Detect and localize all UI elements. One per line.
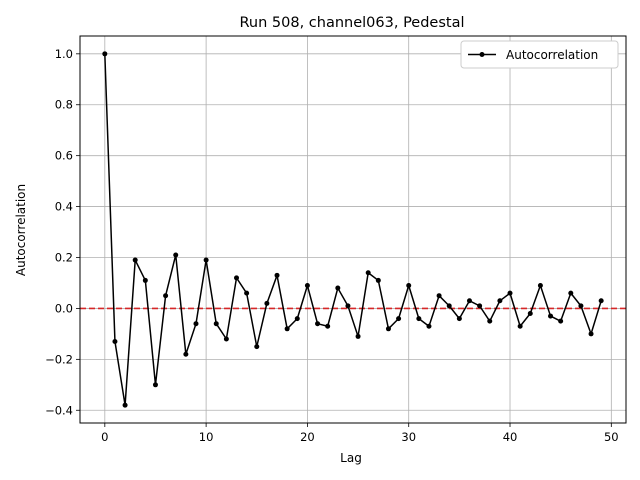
data-point (284, 326, 290, 332)
x-tick-label: 40 (503, 430, 518, 444)
legend-entry-autocorrelation: Autocorrelation (506, 48, 598, 62)
data-point (315, 321, 321, 327)
series-line (104, 53, 602, 406)
data-point (132, 257, 138, 263)
series-autocorrelation (102, 51, 604, 408)
data-point (234, 275, 240, 281)
data-point (152, 382, 158, 388)
x-tick-label: 50 (604, 430, 619, 444)
data-point (223, 336, 229, 342)
y-tick-label: −0.2 (45, 352, 73, 366)
data-point (527, 311, 533, 317)
legend: Autocorrelation (460, 40, 619, 69)
data-point (436, 293, 442, 299)
data-point (355, 333, 361, 339)
legend-box (460, 40, 619, 69)
data-point (466, 298, 472, 304)
data-point (578, 303, 584, 309)
y-tick-label: 1.0 (55, 47, 73, 61)
data-point (365, 270, 371, 276)
y-tick-label: 0.8 (55, 98, 73, 112)
y-tick-label: −0.4 (45, 403, 73, 417)
data-point (558, 318, 564, 324)
legend-marker-swatch (479, 52, 485, 57)
data-point (406, 283, 412, 289)
y-axis-ticks: −0.4 −0.2 0.0 0.2 0.4 0.6 0.8 1.0 (45, 47, 80, 417)
data-point (244, 290, 250, 296)
data-point (264, 300, 270, 306)
data-point (254, 344, 260, 350)
data-point (456, 316, 462, 322)
data-point (385, 326, 391, 332)
grid-lines (80, 36, 626, 423)
x-tick-label: 10 (199, 430, 214, 444)
data-point (213, 321, 219, 327)
x-tick-label: 30 (401, 430, 416, 444)
data-point (416, 316, 422, 322)
data-point (325, 323, 331, 329)
x-tick-label: 20 (300, 430, 315, 444)
data-point (396, 316, 402, 322)
data-point (294, 316, 300, 322)
y-tick-label: 0.4 (55, 200, 73, 214)
y-tick-label: 0.0 (55, 301, 73, 315)
data-point (142, 277, 148, 283)
data-point (598, 298, 604, 304)
data-point (537, 283, 543, 289)
data-point (304, 283, 310, 289)
data-point (497, 298, 503, 304)
data-point (163, 293, 169, 299)
data-point (477, 303, 483, 309)
x-tick-label: 0 (101, 430, 108, 444)
data-point (112, 339, 118, 345)
data-point (193, 321, 199, 327)
chart-title: Run 508, channel063, Pedestal (239, 15, 464, 31)
y-tick-label: 0.6 (55, 149, 73, 163)
data-point (102, 51, 108, 57)
data-point (335, 285, 341, 291)
data-point (568, 290, 574, 296)
plot-frame (79, 35, 627, 424)
data-point (203, 257, 209, 263)
x-axis-ticks: 0 10 20 30 40 50 (101, 423, 619, 444)
data-point (375, 277, 381, 283)
data-point (122, 402, 128, 408)
data-point (274, 272, 280, 278)
data-point (173, 252, 179, 258)
data-point (517, 323, 523, 329)
data-point (487, 318, 493, 324)
data-point (446, 303, 452, 309)
data-point (426, 323, 432, 329)
y-tick-label: 0.2 (55, 251, 73, 265)
data-point (507, 290, 513, 296)
data-point (548, 313, 554, 319)
data-point (588, 331, 594, 337)
data-point (183, 351, 189, 357)
data-point (345, 303, 351, 309)
y-axis-label: Autocorrelation (14, 184, 28, 276)
x-axis-label: Lag (340, 451, 362, 465)
